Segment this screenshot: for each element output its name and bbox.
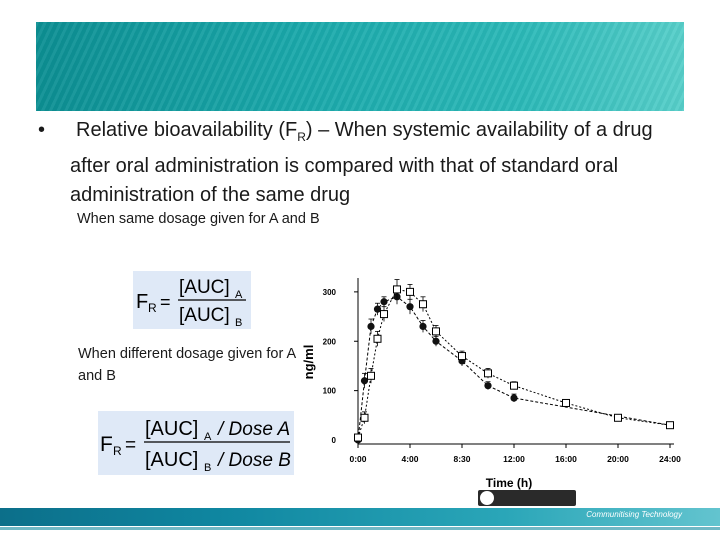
y-tick-label: 100 bbox=[323, 387, 337, 396]
chart-y-label: ng/ml bbox=[301, 345, 316, 380]
data-point-square bbox=[406, 287, 414, 296]
footer-text: Communitising Technology bbox=[586, 510, 682, 519]
formula2-num: [AUC] bbox=[145, 418, 198, 440]
formula1-lhs: F bbox=[136, 291, 148, 313]
formula2-den: [AUC] bbox=[145, 449, 198, 471]
data-point-square bbox=[373, 334, 382, 343]
y-tick-label: 0 bbox=[332, 436, 337, 445]
formula2-lhs-sub: R bbox=[113, 444, 122, 458]
formula1-den: [AUC] bbox=[179, 305, 230, 326]
cc-logo-icon bbox=[480, 491, 494, 505]
bullet-paragraph: • Relative bioavailability (FR) – When s… bbox=[38, 116, 678, 210]
data-point-circle bbox=[484, 382, 492, 390]
formula2-eq: = bbox=[125, 435, 136, 456]
data-point-circle bbox=[510, 394, 518, 402]
formula2-num-tail: / Dose A bbox=[216, 419, 290, 440]
data-point-square bbox=[458, 352, 466, 361]
data-point-circle bbox=[367, 322, 375, 331]
data-point-square bbox=[510, 381, 518, 390]
formula1-num: [AUC] bbox=[179, 277, 230, 298]
bullet-marker: • bbox=[38, 119, 46, 141]
bullet-text-post: ) – When systemic availability of a drug… bbox=[70, 119, 653, 206]
formula1-lhs-sub: R bbox=[148, 301, 157, 315]
formula2-den-sub: B bbox=[204, 462, 211, 474]
data-point-square bbox=[562, 398, 570, 407]
data-point-circle bbox=[373, 305, 382, 313]
data-point-circle bbox=[406, 303, 414, 311]
data-point-square bbox=[614, 413, 622, 422]
data-point-square bbox=[360, 413, 369, 422]
formula-different-dose: F R = [AUC] A / Dose A [AUC] B / Dose B bbox=[98, 411, 294, 475]
data-point-square bbox=[380, 310, 388, 319]
x-tick-label: 8:30 bbox=[453, 454, 470, 464]
chart-axes: 0 100 200 300 0:00 4:00 8:30 12:00 16:00 20:00 24:… bbox=[323, 278, 681, 464]
data-point-square bbox=[354, 433, 362, 442]
data-point-square bbox=[393, 285, 401, 294]
plasma-concentration-chart: 0 100 200 300 0:00 4:00 8:30 12:00 16:00 20:00 24:… bbox=[301, 278, 681, 490]
x-tick-label: 0:00 bbox=[349, 454, 366, 464]
formula2-num-sub: A bbox=[204, 431, 212, 443]
formula1-eq: = bbox=[160, 292, 171, 312]
formula1-den-sub: B bbox=[235, 317, 242, 329]
data-point-square bbox=[367, 371, 375, 380]
data-point-square bbox=[419, 300, 427, 309]
bullet-text-pre: Relative bioavailability (F bbox=[76, 119, 298, 141]
x-tick-label: 12:00 bbox=[503, 454, 525, 464]
data-point-circle bbox=[360, 377, 369, 385]
data-point-circle bbox=[419, 322, 427, 331]
series-line bbox=[357, 288, 671, 438]
data-point-square bbox=[666, 421, 674, 430]
formula2-den-tail: / Dose B bbox=[216, 450, 291, 471]
data-point-circle bbox=[432, 337, 440, 345]
same-dose-label: When same dosage given for A and B bbox=[77, 211, 320, 227]
chart-x-label: Time (h) bbox=[486, 476, 532, 490]
cc-license-badge bbox=[478, 490, 576, 506]
y-tick-label: 200 bbox=[323, 337, 337, 346]
chart-plot bbox=[354, 279, 674, 444]
x-tick-label: 4:00 bbox=[401, 454, 418, 464]
title-banner bbox=[36, 22, 684, 111]
x-tick-label: 24:00 bbox=[659, 454, 681, 464]
x-tick-label: 16:00 bbox=[555, 454, 577, 464]
different-dose-label: When different dosage given for A and B bbox=[78, 346, 296, 384]
data-point-circle bbox=[380, 298, 388, 306]
data-point-square bbox=[484, 369, 492, 378]
data-point-square bbox=[432, 327, 440, 336]
footer-line bbox=[0, 527, 720, 530]
y-tick-label: 300 bbox=[323, 288, 337, 297]
formula2-lhs: F bbox=[100, 433, 113, 456]
formula-same-dose: F R = [AUC] A [AUC] B bbox=[133, 271, 251, 329]
formula1-num-sub: A bbox=[235, 289, 243, 301]
x-tick-label: 20:00 bbox=[607, 454, 629, 464]
bullet-text-sub: R bbox=[297, 130, 306, 144]
footer-bar bbox=[0, 508, 720, 526]
